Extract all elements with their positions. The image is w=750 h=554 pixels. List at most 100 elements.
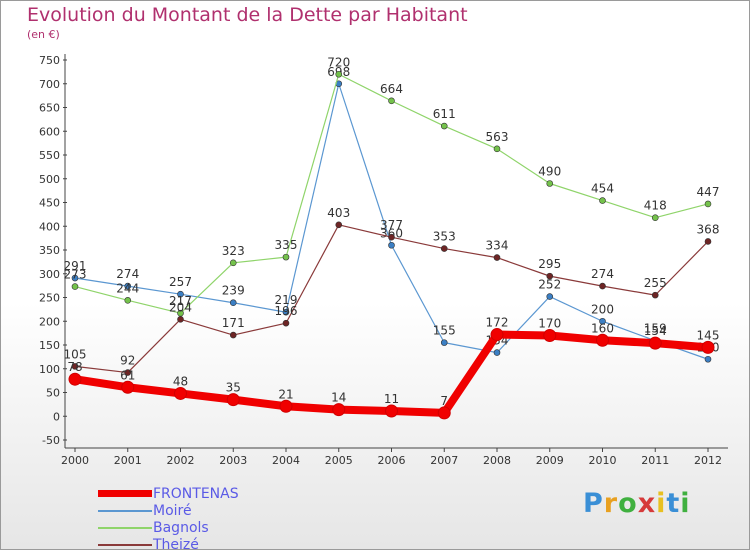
x-tick-label: 2003 [219, 454, 247, 467]
data-label-theize: 274 [591, 267, 614, 281]
x-tick-label: 2009 [536, 454, 564, 467]
data-label-theize: 377 [380, 218, 403, 232]
data-label-bagnols: 454 [591, 182, 614, 196]
data-label-theize: 334 [486, 239, 509, 253]
data-point-frontenas [648, 336, 662, 350]
data-label-theize: 105 [64, 347, 87, 361]
data-point-moire [440, 339, 448, 346]
data-point-bagnols [704, 200, 712, 208]
data-label-theize: 295 [538, 257, 561, 271]
legend-swatch [98, 510, 152, 512]
data-label-theize: 255 [644, 276, 667, 290]
data-point-bagnols [599, 197, 606, 204]
data-label-frontenas: 61 [120, 368, 135, 382]
data-label-frontenas: 21 [278, 387, 293, 401]
data-point-frontenas [174, 386, 187, 400]
data-point-moire [177, 290, 184, 298]
data-label-bagnols: 447 [697, 185, 720, 199]
data-label-frontenas: 78 [67, 360, 82, 374]
data-label-moire: 200 [591, 302, 614, 316]
logo-letter: t [666, 488, 681, 519]
y-tick-label: 600 [39, 125, 60, 138]
data-point-theize [229, 331, 237, 339]
data-point-moire [546, 293, 554, 300]
data-point-moire [71, 274, 79, 282]
data-label-moire: 239 [222, 284, 245, 298]
data-point-frontenas [701, 340, 715, 354]
y-tick-label: 650 [39, 102, 60, 115]
data-label-frontenas: 14 [331, 391, 346, 405]
data-label-bagnols: 244 [116, 281, 139, 295]
x-tick-label: 2008 [483, 454, 511, 467]
x-tick-label: 2002 [167, 454, 195, 467]
data-point-moire [704, 355, 712, 363]
data-label-bagnols: 323 [222, 244, 245, 258]
y-tick-label: 550 [39, 149, 60, 162]
logo-letter: i [656, 488, 667, 519]
y-tick-label: 150 [39, 339, 60, 352]
y-tick-label: 200 [39, 315, 60, 328]
data-label-theize: 204 [169, 300, 192, 314]
data-label-frontenas: 11 [384, 392, 399, 406]
data-label-bagnols: 664 [380, 82, 403, 96]
y-tick-label: 100 [39, 363, 60, 376]
data-label-frontenas: 172 [486, 316, 509, 330]
y-tick-label: 0 [53, 410, 60, 423]
data-point-frontenas [596, 333, 609, 347]
data-point-theize [599, 282, 606, 290]
chart-title: Evolution du Montant de la Dette par Hab… [27, 4, 468, 26]
data-point-frontenas [543, 329, 557, 342]
data-point-bagnols [440, 122, 448, 130]
data-label-bagnols: 720 [327, 55, 350, 69]
y-tick-label: 500 [39, 173, 60, 186]
data-label-moire: 274 [116, 267, 139, 281]
data-label-theize: 196 [275, 304, 298, 318]
data-label-theize: 353 [433, 230, 456, 244]
data-point-bagnols [229, 259, 237, 267]
data-label-bagnols: 217 [169, 294, 192, 308]
x-tick-label: 2011 [641, 454, 669, 467]
proxiti-logo: Proxiti [583, 488, 691, 519]
y-tick-label: -50 [42, 434, 60, 447]
data-label-moire: 155 [433, 324, 456, 338]
y-tick-label: 250 [39, 292, 60, 305]
data-label-frontenas: 35 [226, 381, 241, 395]
x-tick-label: 2006 [378, 454, 406, 467]
logo-letter: r [603, 488, 619, 519]
data-label-theize: 171 [222, 316, 245, 330]
data-point-moire [493, 349, 501, 356]
data-point-bagnols [71, 283, 79, 290]
legend-swatch [98, 490, 152, 497]
data-point-bagnols [282, 253, 290, 261]
data-point-frontenas [437, 406, 451, 420]
data-label-bagnols: 611 [433, 107, 456, 121]
data-point-frontenas [226, 393, 240, 407]
data-point-moire [124, 282, 132, 290]
data-point-frontenas [121, 380, 135, 394]
data-label-frontenas: 154 [644, 324, 667, 338]
data-point-theize [282, 319, 290, 327]
data-label-frontenas: 145 [697, 328, 720, 342]
y-tick-label: 300 [39, 268, 60, 281]
data-point-frontenas [385, 404, 398, 418]
logo-letter: i [680, 488, 691, 519]
data-label-moire: 360 [380, 226, 403, 240]
legend-label: FRONTENAS [153, 486, 239, 502]
data-label-moire: 291 [64, 259, 87, 273]
x-tick-label: 2010 [589, 454, 617, 467]
data-point-moire [388, 241, 395, 249]
y-tick-label: 450 [39, 197, 60, 210]
data-label-theize: 403 [327, 206, 350, 220]
x-tick-label: 2005 [325, 454, 353, 467]
data-label-bagnols: 563 [486, 130, 509, 144]
data-point-theize [704, 238, 712, 245]
data-point-moire [599, 317, 606, 325]
chart-subtitle: (en €) [27, 28, 60, 41]
data-point-bagnols [546, 180, 554, 187]
data-point-theize [388, 233, 395, 241]
legend-label: Moiré [153, 503, 192, 519]
data-point-frontenas [279, 399, 293, 413]
data-point-frontenas [490, 328, 504, 342]
data-point-theize [335, 221, 343, 229]
